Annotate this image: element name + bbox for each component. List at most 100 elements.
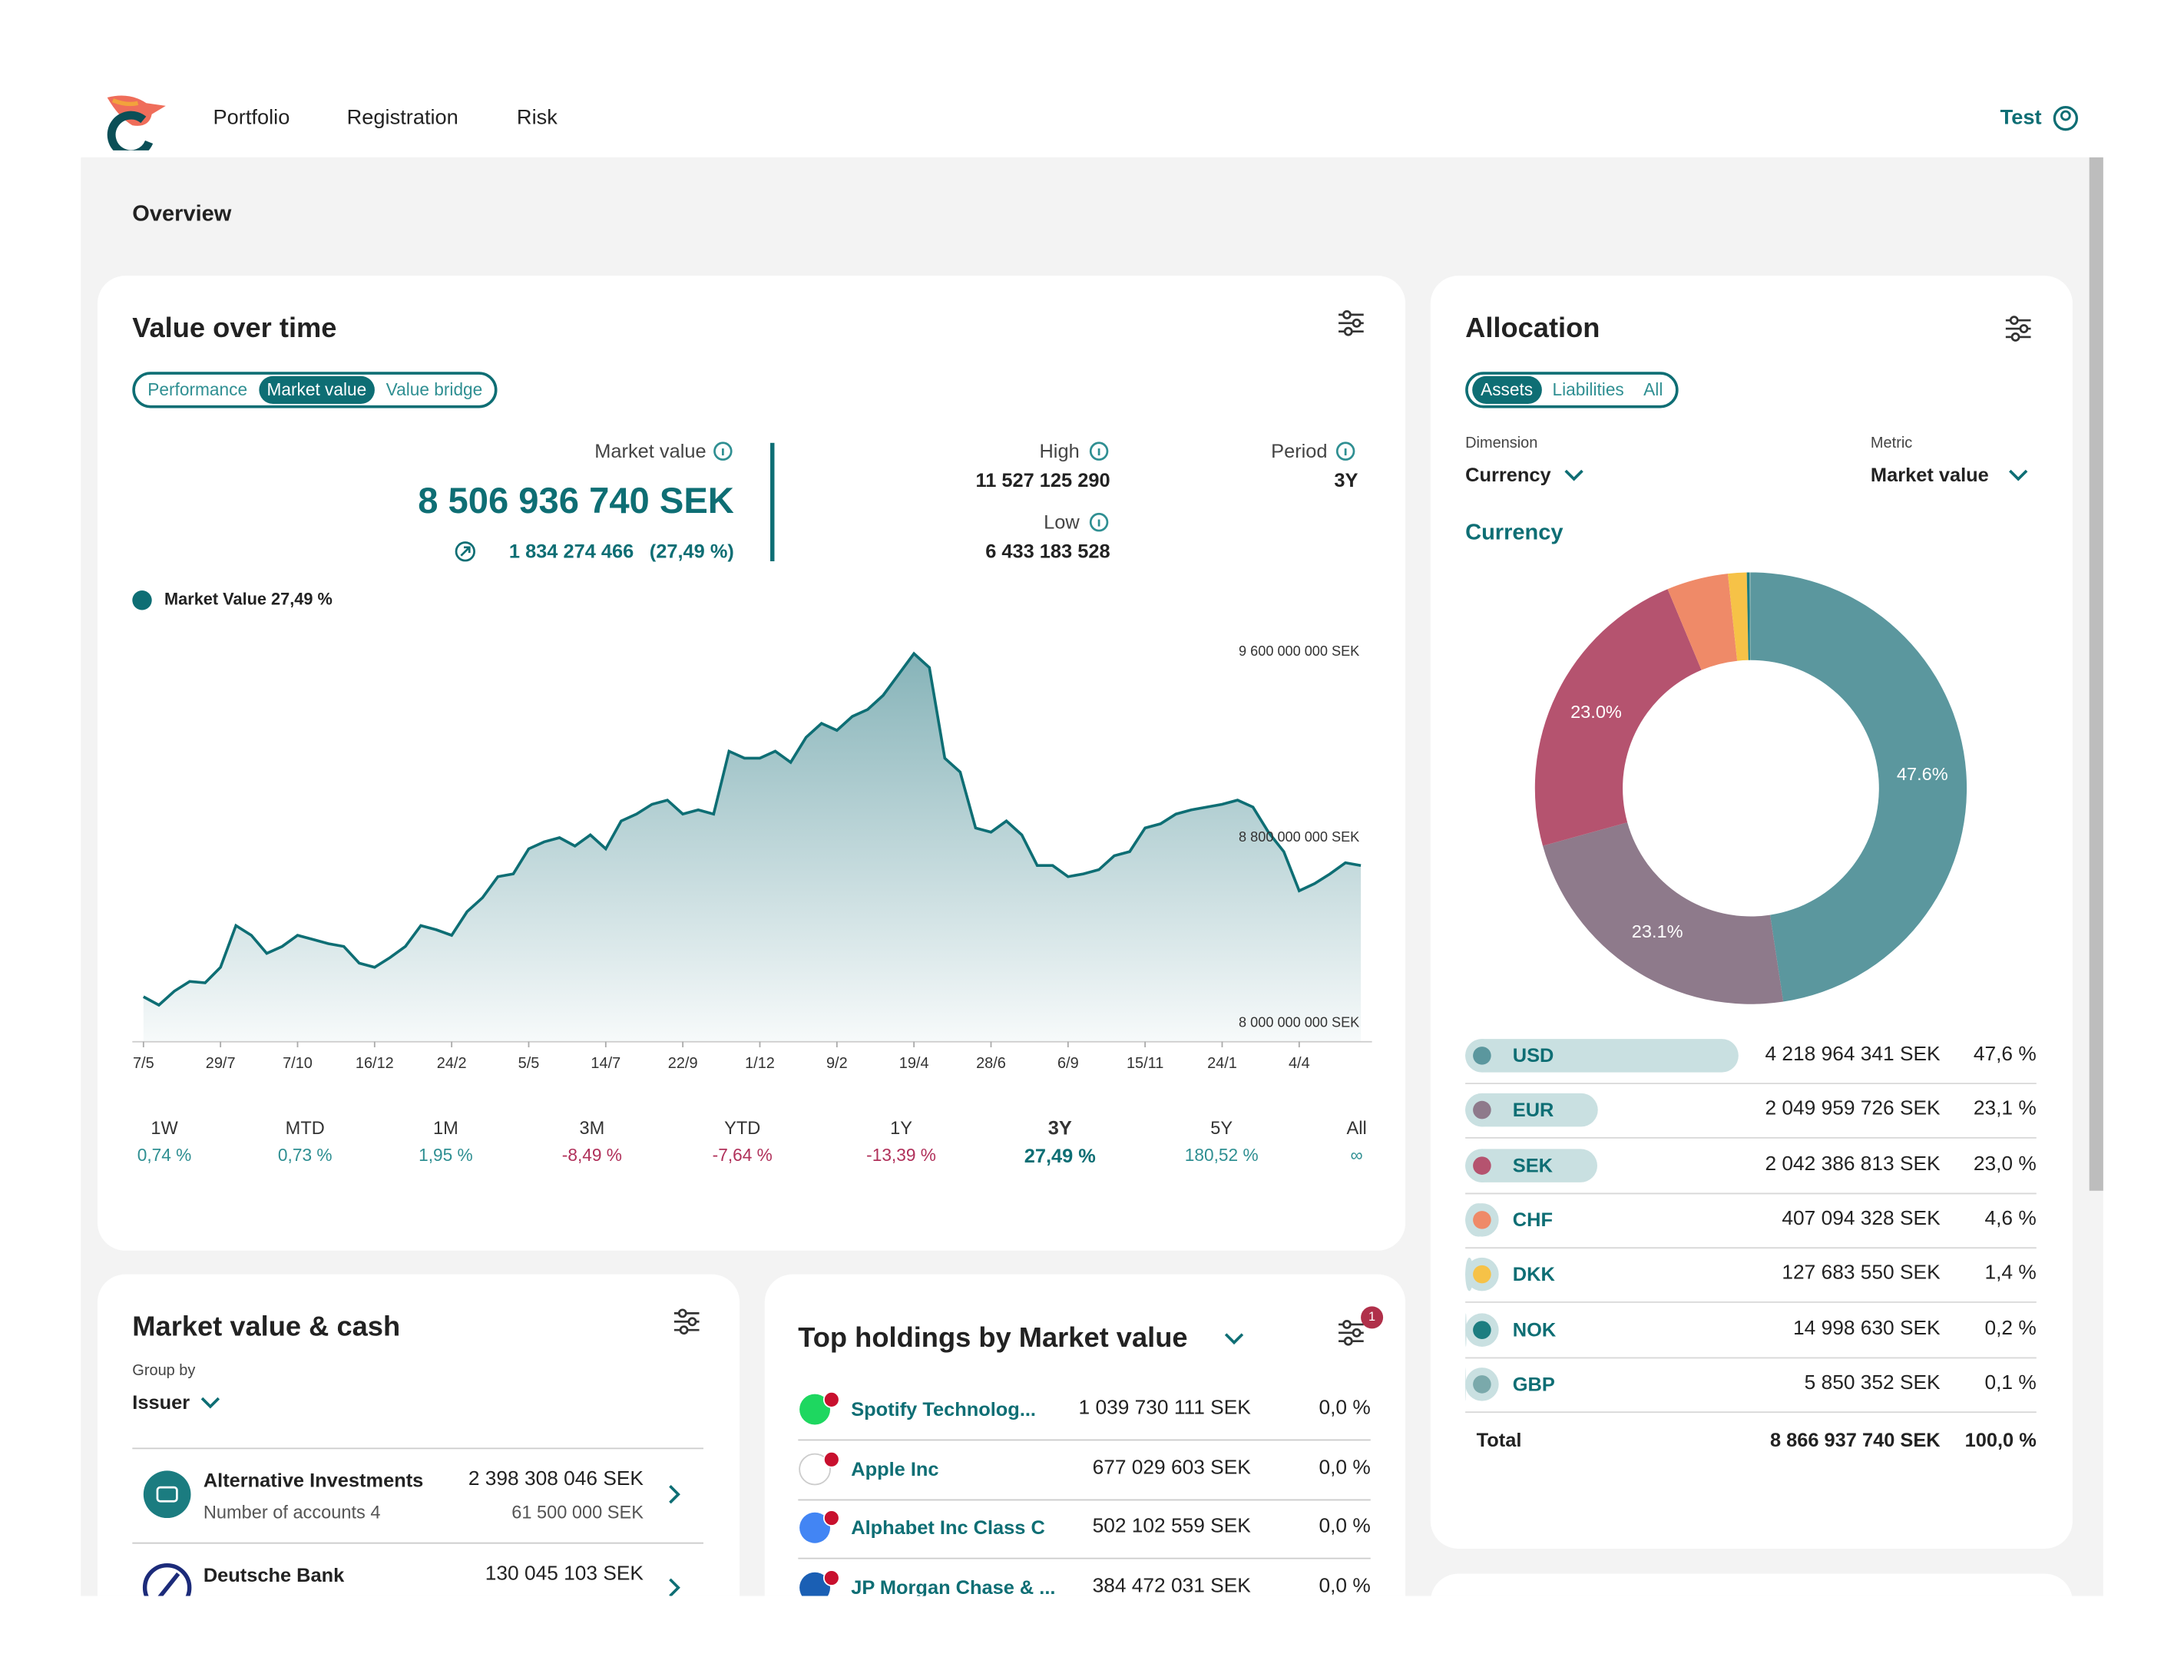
period-label[interactable]: 1M (433, 1117, 458, 1139)
issuer-name[interactable]: Deutsche Bank (203, 1563, 345, 1586)
tab-group: Assets Liabilities All (1465, 372, 1679, 408)
filter-icon[interactable] (2005, 316, 2031, 342)
tab[interactable]: All (1643, 380, 1663, 400)
holdings-card (764, 1274, 1406, 1596)
slice-label: 23.0% (1570, 702, 1622, 722)
chevron[interactable] (200, 1397, 220, 1409)
nav-item[interactable]: Portfolio (213, 105, 290, 130)
info-icon[interactable] (713, 441, 733, 461)
user-name[interactable]: Test (2000, 105, 2042, 130)
chevron[interactable] (2009, 469, 2028, 481)
tab[interactable]: Liabilities (1552, 380, 1624, 400)
holding-logo (799, 1572, 831, 1596)
holding-name[interactable]: JP Morgan Chase & ... (851, 1576, 1056, 1596)
period-value[interactable]: 180,52 % (1184, 1145, 1259, 1166)
period-value[interactable]: -8,49 % (561, 1145, 622, 1166)
chevron[interactable] (669, 1485, 680, 1504)
card-title[interactable]: Top holdings by Market value (798, 1323, 1188, 1354)
filter-icon[interactable] (1339, 1320, 1364, 1346)
period-label[interactable]: YTD (724, 1117, 761, 1139)
period-label[interactable]: 1Y (890, 1117, 912, 1139)
donut-slice (1750, 572, 1967, 1002)
period-label[interactable]: 3Y (1047, 1116, 1072, 1139)
filter-knob (1352, 1328, 1362, 1338)
dropdown[interactable]: Issuer (132, 1391, 190, 1414)
chevron[interactable] (1564, 469, 1583, 481)
issuer-value: 130 045 103 SEK (485, 1563, 644, 1586)
legend-label: CHF (1512, 1208, 1553, 1231)
x-tick-label: 19/4 (899, 1055, 929, 1072)
x-tick-label: 14/7 (591, 1055, 620, 1072)
info-icon[interactable] (1089, 441, 1109, 461)
holding-name[interactable]: Apple Inc (851, 1457, 939, 1480)
flag (822, 1391, 840, 1408)
legend-label: SEK (1512, 1153, 1554, 1176)
period-label[interactable]: MTD (285, 1117, 325, 1139)
logo[interactable] (101, 92, 171, 150)
filter-knob (1342, 310, 1352, 319)
change-arrow (460, 546, 471, 557)
period-value[interactable]: 27,49 % (1024, 1144, 1096, 1167)
chart-title: Currency (1465, 521, 1564, 545)
amount: 2 049 959 726 SEK (1765, 1097, 1941, 1120)
legend-label: USD (1512, 1043, 1554, 1067)
tab[interactable]: Value bridge (386, 380, 483, 400)
filter-icon[interactable] (1339, 310, 1364, 336)
tab[interactable]: Performance (147, 380, 248, 400)
legend-dot (1473, 1211, 1491, 1229)
change: 1 834 274 466 (508, 540, 634, 563)
legend-dot (1473, 1047, 1491, 1065)
tab[interactable]: Assets (1472, 375, 1541, 405)
percent: 47,6 % (1973, 1043, 2037, 1067)
filter-icon[interactable] (673, 1308, 700, 1335)
change-pct: (27,49 %) (649, 540, 734, 563)
holding-name[interactable]: Spotify Technolog... (851, 1397, 1036, 1420)
period-value[interactable]: -7,64 % (712, 1145, 773, 1166)
nav-item[interactable]: Risk (516, 105, 558, 130)
percent: 0,1 % (1984, 1372, 2037, 1395)
chevron[interactable] (669, 1578, 680, 1596)
filter-knob (2019, 324, 2029, 333)
period-value[interactable]: 1,95 % (419, 1145, 473, 1166)
label: Period (1271, 439, 1328, 462)
percent: 4,6 % (1984, 1208, 2037, 1231)
holding-pct: 0,0 % (1319, 1397, 1371, 1420)
amount: 2 042 386 813 SEK (1765, 1153, 1941, 1176)
nav-item[interactable]: Registration (346, 105, 458, 130)
info-icon[interactable] (1335, 441, 1355, 461)
card-title: Allocation (1465, 313, 1600, 345)
page-title: Overview (132, 202, 232, 227)
dropdown[interactable]: Currency (1465, 463, 1551, 486)
period-value[interactable]: 0,73 % (277, 1145, 333, 1166)
period: 3Y (1334, 468, 1358, 491)
issuer-name[interactable]: Alternative Investments (203, 1468, 424, 1491)
percent: 0,2 % (1984, 1318, 2037, 1341)
period-label[interactable]: 1W (151, 1117, 178, 1139)
period-value[interactable]: 0,74 % (137, 1145, 192, 1166)
holding-value: 1 039 730 111 SEK (1078, 1397, 1251, 1420)
card-title: Value over time (132, 313, 337, 345)
y-tick-label: 9 600 000 000 SEK (1239, 643, 1359, 659)
x-tick-label: 28/6 (976, 1055, 1006, 1072)
y-tick-label: 8 000 000 000 SEK (1239, 1014, 1359, 1030)
holding-name[interactable]: Alphabet Inc Class C (851, 1516, 1045, 1539)
period-value[interactable]: -13,39 % (866, 1145, 936, 1166)
legend-dot (132, 590, 152, 610)
period-label[interactable]: 5Y (1210, 1117, 1233, 1139)
holding-value: 502 102 559 SEK (1092, 1515, 1251, 1538)
label: Group by (132, 1362, 196, 1380)
info-icon[interactable] (1089, 512, 1109, 532)
donut-slice (1727, 572, 1749, 661)
user-icon[interactable] (2052, 104, 2080, 132)
tab[interactable]: Market value (258, 375, 376, 405)
dropdown[interactable]: Market value (1870, 463, 1989, 486)
period-value[interactable]: ∞ (1350, 1145, 1363, 1166)
chevron[interactable] (1224, 1333, 1244, 1345)
change-icon (455, 541, 475, 562)
amount: 407 094 328 SEK (1782, 1208, 1941, 1231)
filter-knob (1352, 318, 1362, 328)
high: 11 527 125 290 (975, 468, 1110, 491)
period-label[interactable]: All (1346, 1117, 1367, 1139)
period-label[interactable]: 3M (579, 1117, 605, 1139)
amount: 14 998 630 SEK (1793, 1318, 1941, 1341)
